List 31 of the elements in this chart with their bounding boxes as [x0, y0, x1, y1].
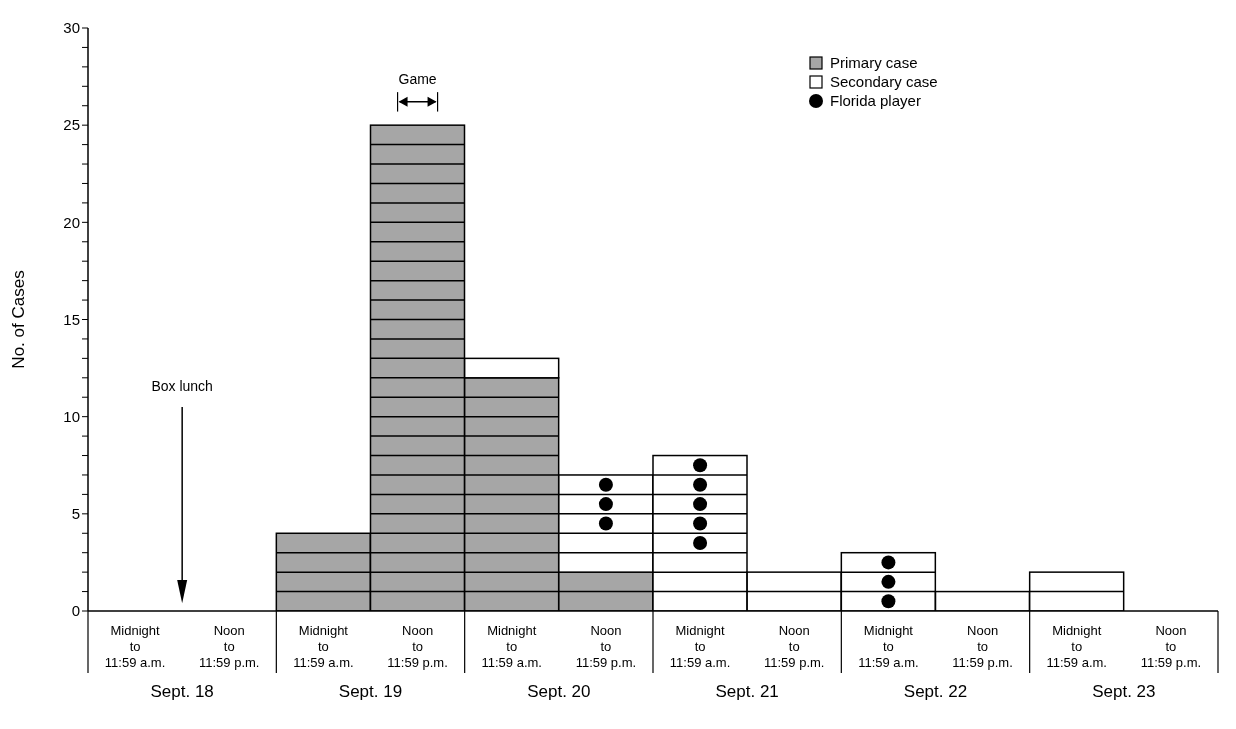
y-tick-label: 0 [71, 602, 80, 620]
x-tick-label: Noon to 11:59 p.m. [952, 623, 1013, 670]
x-tick-label: Midnight to 11:59 a.m. [481, 623, 542, 670]
y-tick-label: 15 [63, 310, 80, 328]
legend-label: Florida player [830, 91, 921, 110]
y-tick-label: 5 [71, 505, 80, 523]
x-tick-label: Noon to 11:59 p.m. [575, 623, 637, 670]
legend-label: Secondary case [830, 72, 938, 91]
x-tick-label: Noon to 11:59 p.m. [199, 623, 260, 670]
x-tick-label: Midnight to 11:59 a.m. [858, 623, 919, 670]
x-tick-label: Midnight to 11:59 a.m. [293, 623, 354, 670]
y-tick-label: 20 [63, 213, 80, 231]
x-tick-label: Noon to 11:59 p.m. [1140, 623, 1202, 670]
text: Sept. 23 [1092, 682, 1156, 701]
x-tick-label: Midnight to 11:59 a.m. [104, 623, 166, 670]
text: Sept. 20 [527, 682, 591, 701]
text: Sept. 22 [903, 682, 968, 701]
y-tick-label: 10 [63, 407, 80, 425]
text: Sept. 21 [715, 682, 779, 701]
y-tick-label: 25 [63, 116, 80, 134]
x-tick-label: Noon to 11:59 p.m. [387, 623, 448, 670]
x-tick-label: Midnight to 11:59 a.m. [669, 623, 731, 670]
annotation: Game [398, 71, 437, 88]
text: Sept. 18 [150, 682, 214, 701]
legend-label: Primary case [830, 53, 918, 72]
annotation: Box lunch [151, 378, 213, 395]
text: Sept. 19 [338, 682, 403, 701]
x-tick-label: Noon to 11:59 p.m. [764, 623, 825, 670]
y-tick-label: 30 [63, 19, 80, 37]
x-tick-label: Midnight to 11:59 a.m. [1046, 623, 1107, 670]
y-axis-title: No. of Cases [9, 270, 29, 369]
